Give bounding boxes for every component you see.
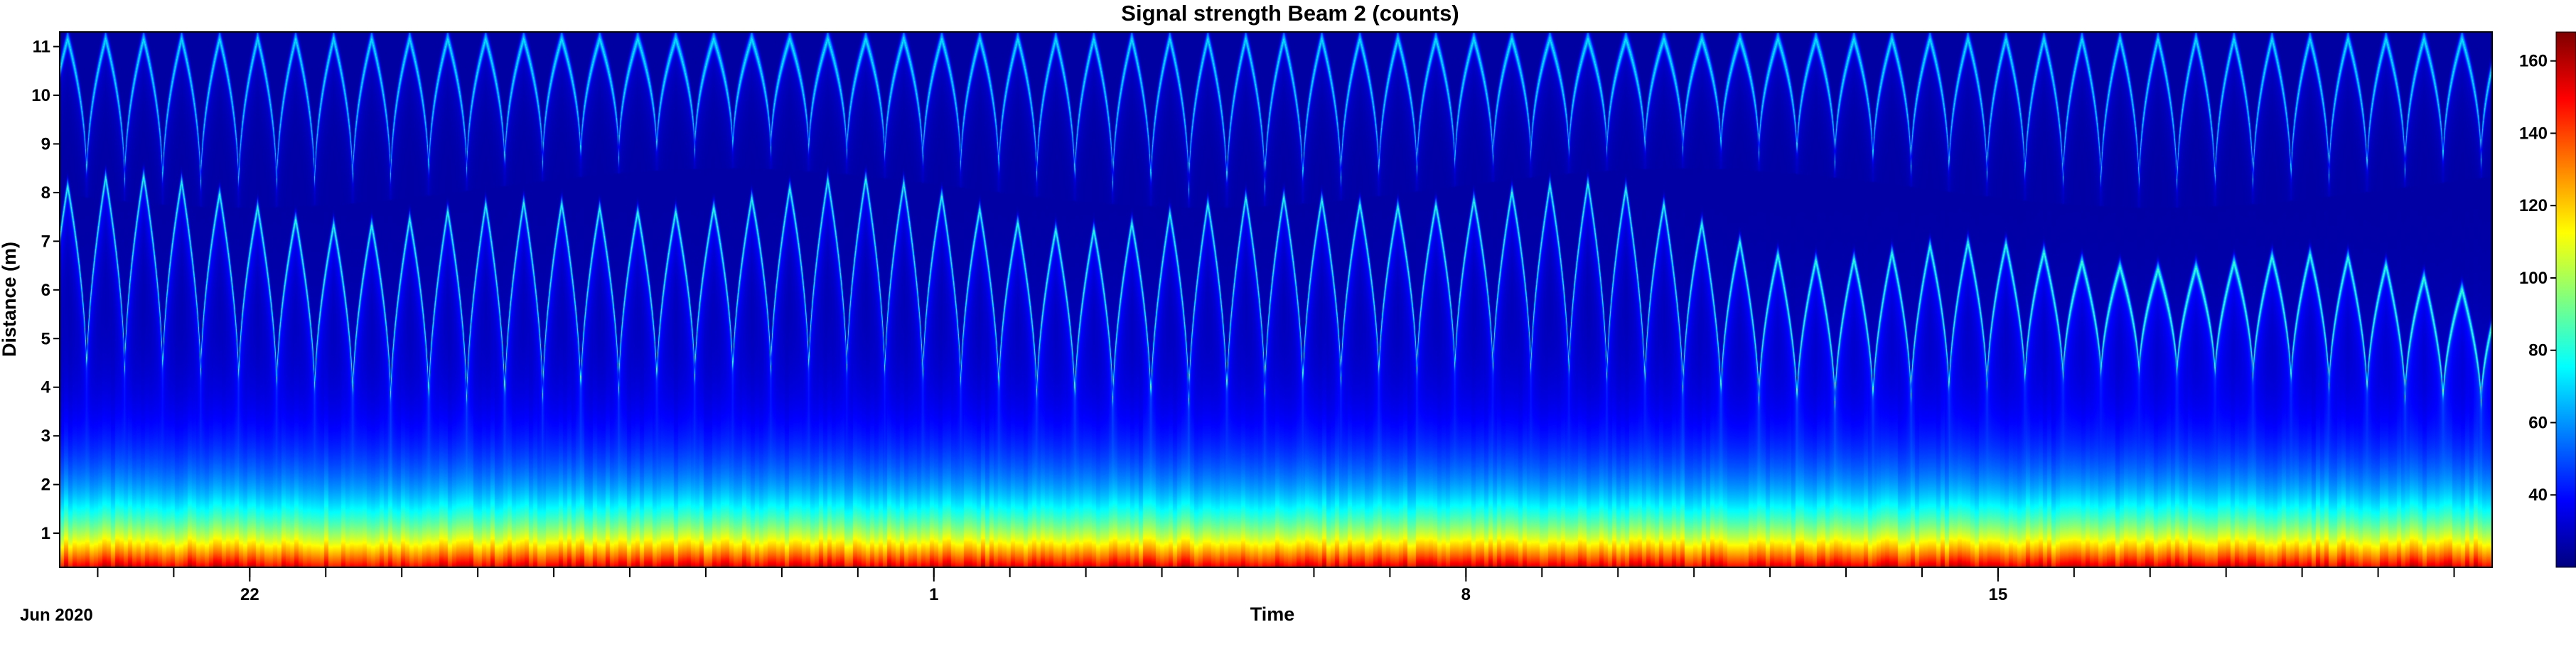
colorbar-tick-label: 120 xyxy=(2519,196,2548,215)
plot-frame xyxy=(59,31,2493,568)
y-tick-label: 9 xyxy=(41,134,50,154)
y-tick-label: 6 xyxy=(41,281,50,300)
heatmap-canvas xyxy=(60,32,2492,567)
colorbar-tick-label: 160 xyxy=(2519,52,2548,71)
x-tick-label: 8 xyxy=(1461,585,1471,604)
colorbar-tick-label: 60 xyxy=(2528,413,2548,432)
chart-title: Signal strength Beam 2 (counts) xyxy=(1121,1,1459,26)
x-tick-label: 1 xyxy=(929,585,938,604)
colorbar xyxy=(2555,31,2576,568)
date-label: Jun 2020 xyxy=(20,606,93,625)
x-axis: 22 1 8 15 xyxy=(97,567,2455,604)
y-tick-label: 3 xyxy=(41,427,50,446)
colorbar-tick-label: 80 xyxy=(2528,341,2548,360)
y-tick-label: 10 xyxy=(31,86,50,105)
y-tick-label: 4 xyxy=(41,378,51,397)
y-tick-label: 7 xyxy=(41,232,50,251)
y-tick-label: 2 xyxy=(41,476,50,495)
heatmap-area xyxy=(60,32,2492,567)
y-tick-label: 1 xyxy=(41,524,50,543)
colorbar-axis: 40 60 80 100 120 140 160 xyxy=(2519,52,2556,505)
y-axis-label: Distance (m) xyxy=(0,242,20,357)
y-tick-label: 11 xyxy=(33,38,50,57)
y-axis: 1 2 3 4 5 6 7 8 9 10 11 xyxy=(31,38,60,543)
colorbar-tick-label: 140 xyxy=(2519,124,2548,143)
y-tick-label: 5 xyxy=(41,329,50,348)
x-axis-label: Time xyxy=(1250,604,1295,625)
colorbar-tick-label: 100 xyxy=(2519,269,2548,288)
y-tick-label: 8 xyxy=(41,183,50,203)
colorbar-tick-label: 40 xyxy=(2528,486,2548,505)
x-tick-label: 15 xyxy=(1989,585,2008,604)
x-tick-label: 22 xyxy=(240,585,259,604)
